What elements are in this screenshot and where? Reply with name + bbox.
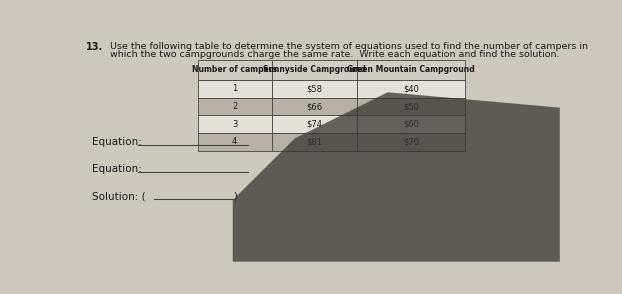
Text: $60: $60 [403,120,419,129]
Text: 2: 2 [232,102,238,111]
Text: $70: $70 [403,137,419,146]
Bar [357,115,465,133]
Bar [198,98,271,115]
Text: ): ) [233,191,237,201]
Bar [271,133,357,151]
Text: $40: $40 [403,84,419,93]
Text: $58: $58 [306,84,322,93]
Bar [198,115,271,133]
Bar [357,98,465,115]
Bar [357,80,465,98]
Bar [271,80,357,98]
Text: Equation:: Equation: [91,164,142,174]
Text: Number of campers: Number of campers [192,66,277,74]
Text: 13.: 13. [85,42,103,52]
Text: 4: 4 [232,137,238,146]
Text: Solution: (: Solution: ( [91,191,146,201]
Text: $50: $50 [403,102,419,111]
Bar [198,60,271,80]
Text: $74: $74 [306,120,322,129]
Text: $66: $66 [306,102,322,111]
Text: Green Mountain Campground: Green Mountain Campground [347,66,475,74]
Text: 1: 1 [232,84,238,93]
Text: Equation:: Equation: [91,137,142,147]
Text: Use the following table to determine the system of equations used to find the nu: Use the following table to determine the… [110,42,588,51]
Bar [271,98,357,115]
Bar [357,133,465,151]
Text: which the two campgrounds charge the same rate.  Write each equation and find th: which the two campgrounds charge the sam… [110,50,560,59]
Text: Sunnyside Campground: Sunnyside Campground [262,66,366,74]
Text: $81: $81 [306,137,322,146]
Bar [271,115,357,133]
Bar [198,80,271,98]
Bar [198,133,271,151]
Polygon shape [233,92,560,262]
Text: 3: 3 [232,120,238,129]
Bar [271,60,357,80]
Bar [357,60,465,80]
